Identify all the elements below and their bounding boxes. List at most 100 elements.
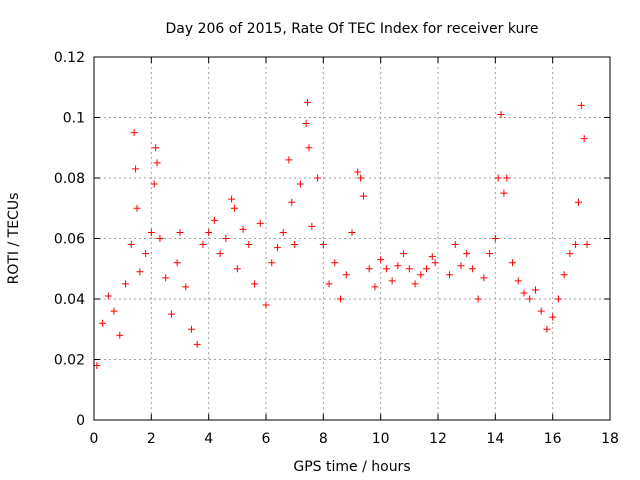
data-point <box>423 265 431 273</box>
data-point <box>285 156 293 164</box>
data-point <box>182 283 190 291</box>
data-point <box>405 265 413 273</box>
data-point <box>116 331 124 339</box>
data-point <box>222 235 230 242</box>
data-point <box>256 219 264 227</box>
data-point <box>162 274 170 282</box>
data-point <box>337 295 345 303</box>
data-point <box>463 250 471 258</box>
data-point <box>251 280 259 288</box>
data-point <box>428 253 436 261</box>
data-point <box>122 280 130 288</box>
data-point <box>230 204 238 212</box>
data-point <box>537 307 545 315</box>
data-point <box>359 192 367 200</box>
data-point <box>99 319 107 327</box>
y-tick-label: 0.02 <box>54 353 85 369</box>
x-tick-label: 8 <box>319 431 328 447</box>
data-point <box>268 259 276 267</box>
data-point <box>354 168 362 176</box>
data-point <box>560 271 568 279</box>
data-point <box>357 174 365 182</box>
data-point <box>577 101 585 109</box>
data-point <box>262 301 270 309</box>
data-point <box>133 204 141 212</box>
data-point <box>572 241 580 249</box>
data-point <box>233 265 241 273</box>
x-tick-label: 18 <box>601 431 619 447</box>
data-point <box>526 295 534 303</box>
data-point <box>417 271 425 279</box>
y-tick-label: 0.1 <box>63 111 85 127</box>
data-point <box>288 198 296 206</box>
data-point <box>580 135 588 143</box>
data-point <box>497 110 505 118</box>
data-point <box>205 228 213 236</box>
data-point <box>331 259 339 267</box>
x-tick-label: 14 <box>486 431 504 447</box>
y-tick-label: 0.08 <box>54 171 85 187</box>
data-point <box>302 120 310 128</box>
data-point <box>173 259 181 267</box>
data-point <box>291 241 299 249</box>
data-points <box>93 98 591 370</box>
data-point <box>394 262 402 270</box>
data-point <box>308 222 316 230</box>
data-point <box>156 235 164 242</box>
data-point <box>110 307 118 315</box>
data-point <box>500 189 508 197</box>
data-point <box>305 144 313 152</box>
data-point <box>457 262 465 270</box>
data-point <box>445 271 453 279</box>
data-point <box>400 250 408 258</box>
data-point <box>127 241 135 249</box>
data-point <box>574 198 582 206</box>
data-point <box>93 362 101 370</box>
data-point <box>514 277 522 285</box>
data-point <box>136 268 144 276</box>
data-point <box>531 286 539 294</box>
x-tick-label: 4 <box>204 431 213 447</box>
data-point <box>167 310 175 318</box>
data-point <box>319 241 327 249</box>
data-point <box>468 265 476 273</box>
data-point <box>296 180 304 188</box>
chart-title: Day 206 of 2015, Rate Of TEC Index for r… <box>166 21 539 37</box>
x-tick-label: 2 <box>147 431 156 447</box>
data-point <box>153 159 161 167</box>
data-point <box>491 235 499 242</box>
data-point <box>239 225 247 233</box>
x-tick-label: 10 <box>372 431 390 447</box>
data-point <box>549 313 557 321</box>
data-point <box>382 265 390 273</box>
data-point <box>104 292 112 300</box>
data-point <box>132 165 140 173</box>
data-point <box>566 250 574 258</box>
y-tick-label: 0.04 <box>54 292 85 308</box>
data-point <box>304 98 312 106</box>
y-tick-label: 0 <box>76 413 85 429</box>
data-point <box>411 280 419 288</box>
x-tick-label: 12 <box>429 431 447 447</box>
x-tick-label: 16 <box>544 431 562 447</box>
y-tick-label: 0.06 <box>54 232 85 248</box>
data-point <box>216 250 224 258</box>
grid-lines <box>94 57 610 420</box>
axes: 0 2 4 6 8 10 12 14 16 18 0 0.02 0.04 0.06 0.08 0.1 0.12 <box>54 50 619 447</box>
y-tick-label: 0.12 <box>54 50 85 66</box>
data-point <box>210 216 218 224</box>
data-point <box>279 228 287 236</box>
data-point <box>176 228 184 236</box>
data-point <box>348 228 356 236</box>
data-point <box>228 195 236 203</box>
data-point <box>187 325 195 333</box>
data-point <box>509 259 517 267</box>
data-point <box>520 289 528 297</box>
data-point <box>543 325 551 333</box>
x-axis-label: GPS time / hours <box>293 459 410 475</box>
data-point <box>554 295 562 303</box>
data-point <box>388 277 396 285</box>
data-point <box>147 228 155 236</box>
data-point <box>377 256 385 264</box>
